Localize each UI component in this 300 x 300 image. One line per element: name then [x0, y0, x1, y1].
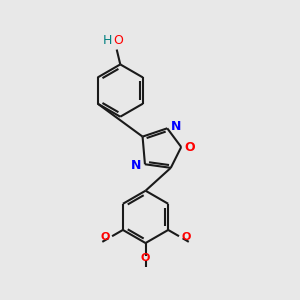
Text: O: O	[141, 253, 150, 263]
Text: O: O	[181, 232, 190, 242]
Text: O: O	[100, 232, 110, 242]
Text: O: O	[184, 140, 195, 154]
Text: N: N	[171, 120, 181, 133]
Text: O: O	[114, 34, 124, 47]
Text: N: N	[131, 159, 141, 172]
Text: H: H	[103, 34, 112, 47]
